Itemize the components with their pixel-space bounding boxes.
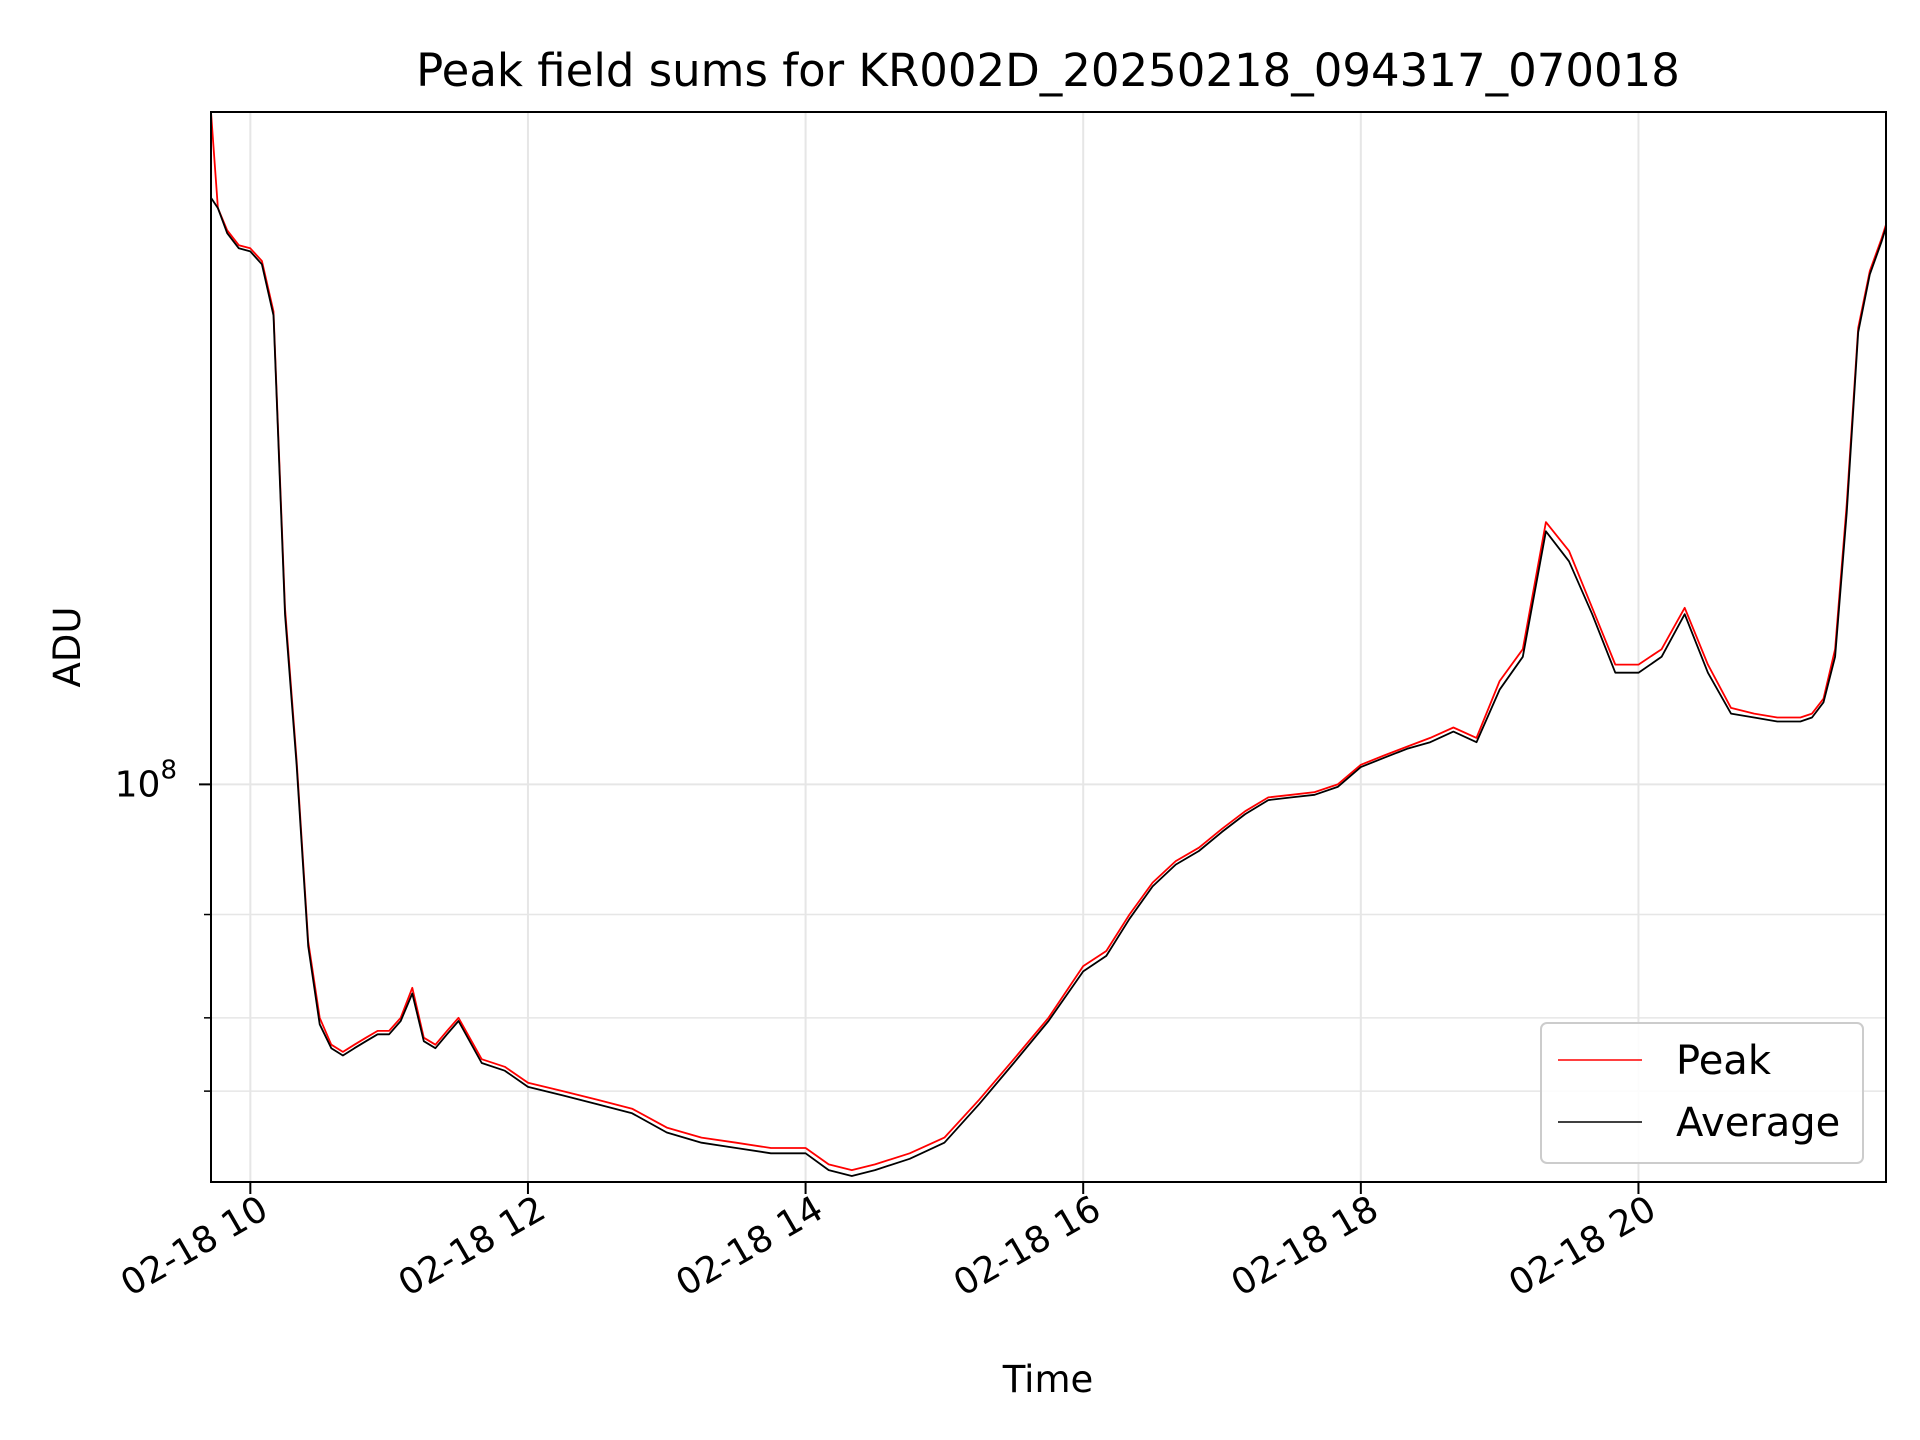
series-line-peak [211, 112, 1886, 1171]
x-tick-label: 02-18 20 [1502, 1188, 1663, 1304]
y-tick-label: 108 [115, 755, 177, 805]
series-line-average [211, 197, 1886, 1177]
x-tick-label: 02-18 18 [1225, 1188, 1386, 1304]
plot-frame [210, 111, 1887, 1183]
legend: Peak Average [1540, 1022, 1864, 1164]
legend-label-peak: Peak [1676, 1038, 1772, 1084]
x-tick-label: 02-18 12 [392, 1188, 553, 1304]
chart-title: Peak field sums for KR002D_20250218_0943… [416, 44, 1680, 97]
x-axis: 02-18 10 02-18 12 02-18 14 02-18 16 02-18 18… [114, 1182, 1663, 1305]
x-tick-label: 02-18 14 [669, 1188, 830, 1304]
series-layer [211, 112, 1886, 1177]
y-axis: 108 [115, 755, 211, 1092]
y-axis-label: ADU [46, 607, 89, 688]
y-tick-label-base: 10 [115, 764, 161, 805]
x-axis-label: Time [1002, 1358, 1094, 1401]
x-tick-label: 02-18 16 [947, 1188, 1108, 1304]
legend-label-average: Average [1676, 1100, 1840, 1146]
y-tick-label-exponent: 8 [160, 755, 177, 785]
x-tick-label: 02-18 10 [114, 1188, 275, 1304]
legend-box [1540, 1022, 1864, 1164]
